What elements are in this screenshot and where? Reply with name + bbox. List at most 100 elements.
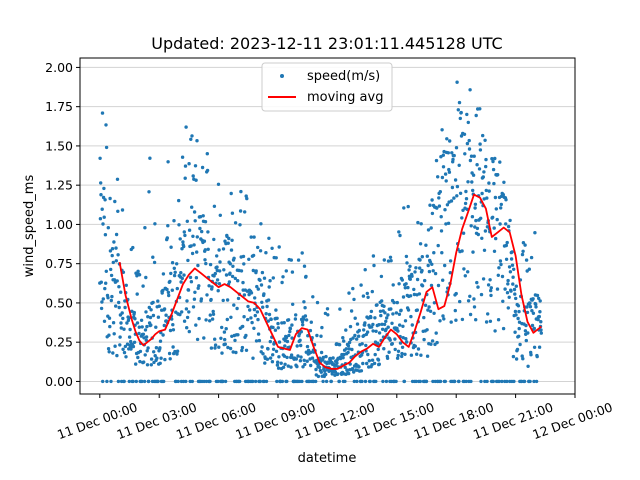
- scatter-point: [448, 259, 453, 263]
- scatter-point: [496, 318, 501, 322]
- scatter-point: [275, 316, 279, 320]
- scatter-point: [229, 315, 233, 319]
- scatter-point: [393, 337, 397, 341]
- scatter-point: [324, 379, 329, 384]
- scatter-point: [290, 270, 295, 274]
- scatter-point: [484, 164, 488, 169]
- scatter-point: [137, 325, 141, 329]
- scatter-point: [430, 198, 434, 202]
- scatter-point: [179, 271, 183, 275]
- scatter-point: [166, 224, 170, 228]
- scatter-point: [172, 266, 176, 270]
- scatter-point: [362, 328, 366, 332]
- scatter-point: [209, 297, 213, 302]
- scatter-point: [165, 236, 169, 240]
- scatter-point: [276, 321, 280, 326]
- scatter-point: [518, 342, 522, 347]
- scatter-point: [374, 329, 378, 333]
- scatter-point: [398, 341, 403, 345]
- scatter-point: [361, 361, 365, 366]
- scatter-point: [103, 286, 107, 291]
- scatter-point: [420, 268, 424, 273]
- scatter-point: [443, 263, 447, 268]
- scatter-point: [380, 327, 385, 331]
- scatter-point: [217, 248, 221, 252]
- speed-scatter-points: [98, 80, 543, 384]
- scatter-point: [203, 258, 207, 262]
- scatter-point: [178, 237, 182, 241]
- scatter-point: [146, 315, 150, 319]
- scatter-point: [443, 172, 448, 176]
- scatter-point: [271, 347, 276, 351]
- scatter-point: [262, 292, 266, 296]
- scatter-point: [438, 379, 443, 384]
- scatter-point: [456, 108, 460, 112]
- scatter-point: [267, 285, 271, 289]
- scatter-point: [460, 317, 465, 322]
- scatter-point: [163, 357, 167, 362]
- scatter-point: [202, 336, 206, 340]
- scatter-point: [255, 310, 260, 314]
- scatter-point: [459, 110, 463, 115]
- scatter-point: [399, 308, 403, 312]
- scatter-point: [496, 173, 500, 177]
- scatter-point: [134, 362, 138, 366]
- scatter-point: [338, 307, 342, 311]
- scatter-point: [99, 193, 103, 197]
- scatter-point: [425, 328, 429, 332]
- scatter-point: [121, 316, 125, 321]
- scatter-point: [231, 350, 235, 354]
- scatter-point: [341, 336, 345, 340]
- scatter-point: [256, 317, 260, 322]
- scatter-point: [109, 379, 113, 384]
- scatter-point: [500, 274, 505, 279]
- scatter-point: [136, 355, 140, 360]
- scatter-point: [498, 160, 502, 164]
- scatter-point: [212, 204, 217, 208]
- scatter-point: [453, 178, 458, 182]
- scatter-point: [267, 236, 271, 240]
- scatter-point: [101, 297, 106, 301]
- scatter-point: [535, 354, 539, 359]
- scatter-point: [524, 323, 528, 328]
- scatter-point: [413, 270, 417, 274]
- scatter-point: [514, 357, 519, 361]
- scatter-point: [179, 280, 183, 284]
- scatter-point: [124, 283, 128, 287]
- scatter-point: [129, 347, 133, 351]
- scatter-point: [122, 350, 127, 355]
- scatter-point: [511, 282, 515, 286]
- scatter-point: [195, 337, 200, 342]
- scatter-point: [143, 328, 148, 332]
- scatter-point: [441, 165, 446, 169]
- scatter-point: [386, 259, 391, 263]
- scatter-point: [438, 190, 442, 194]
- scatter-point: [418, 266, 422, 270]
- scatter-point: [402, 206, 406, 210]
- scatter-point: [139, 318, 144, 322]
- scatter-point: [416, 220, 420, 225]
- scatter-point: [533, 231, 537, 235]
- scatter-point: [422, 315, 426, 320]
- moving-avg-line: [118, 193, 542, 370]
- scatter-point: [151, 255, 155, 259]
- scatter-point: [205, 168, 210, 173]
- scatter-point: [440, 251, 444, 255]
- scatter-point: [464, 379, 468, 384]
- scatter-point: [208, 319, 212, 323]
- scatter-point: [494, 236, 498, 241]
- scatter-point: [119, 321, 123, 325]
- scatter-point: [159, 356, 163, 360]
- scatter-point: [483, 138, 487, 142]
- scatter-point: [162, 323, 166, 328]
- scatter-point: [374, 379, 378, 384]
- scatter-point: [435, 206, 439, 210]
- scatter-point: [209, 346, 214, 350]
- scatter-point: [528, 305, 533, 309]
- scatter-point: [162, 379, 166, 384]
- scatter-point: [252, 326, 256, 330]
- scatter-point: [127, 379, 131, 384]
- scatter-point: [301, 323, 305, 327]
- scatter-point: [443, 379, 447, 384]
- scatter-point: [230, 274, 235, 279]
